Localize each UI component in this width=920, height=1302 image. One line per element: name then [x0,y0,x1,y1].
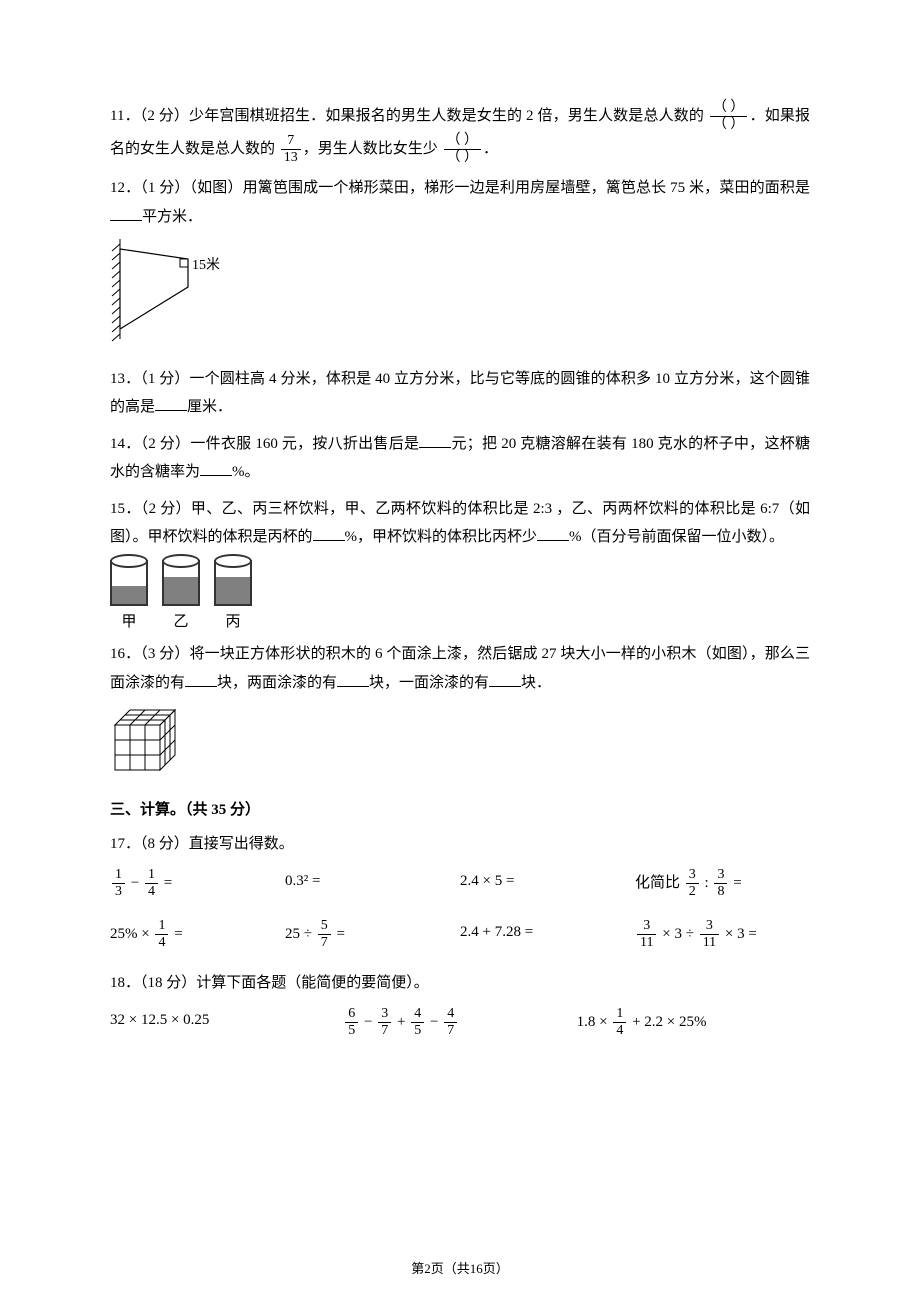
question-18: 18．（18 分）计算下面各题（能简便的要简便）。 [110,969,810,998]
q17-text: 直接写出得数。 [189,836,294,852]
q17-row-2: 25% × 14 = 25 ÷ 57 = 2.4 + 7.28 = 311 × … [110,918,810,951]
q16-text-c: 块，一面涂漆的有 [369,675,489,691]
q17-r2-c2: 25 ÷ 57 = [285,918,460,951]
q11-frac-7-13: 7 13 [281,133,301,166]
q11-text-a: 少年宫围棋班招生．如果报名的男生人数是女生的 2 倍，男生人数是总人数的 [189,108,704,124]
q13-label: 13．（1 分） [110,371,190,387]
cup-yi: 乙 [162,560,200,637]
q12-blank [110,206,142,221]
page-footer: 第2页（共16页） [0,1257,920,1282]
q16-text-b: 块，两面涂漆的有 [217,675,337,691]
question-13: 13．（1 分）一个圆柱高 4 分米，体积是 40 立方分米，比与它等底的圆锥的… [110,365,810,422]
q11-text-c: ，男生人数比女生少 [303,141,438,157]
q18-row: 32 × 12.5 × 0.25 65 − 37 + 45 − 47 1.8 ×… [110,1006,810,1039]
q17-label: 17．（8 分） [110,836,189,852]
q17-r2-c4: 311 × 3 ÷ 311 × 3 = [635,918,810,951]
q16-blank-1 [185,672,217,687]
question-11: 11．（2 分）少年宫围棋班招生．如果报名的男生人数是女生的 2 倍，男生人数是… [110,100,810,166]
q15-blank-2 [537,526,569,541]
q16-figure [110,705,810,786]
q17-r1-c3: 2.4 × 5 = [460,867,635,900]
q15-text-b: %，甲杯饮料的体积比丙杯少 [345,529,538,545]
q18-label: 18．（18 分） [110,975,196,991]
q16-text-d: 块． [521,675,551,691]
q17-r1-c2: 0.3² = [285,867,460,900]
q14-blank-1 [419,433,451,448]
q18-text: 计算下面各题（能简便的要简便）。 [196,975,429,991]
q11-label: 11．（2 分） [110,108,189,124]
q15-blank-1 [313,526,345,541]
q13-blank [155,396,187,411]
q18-c2: 65 − 37 + 45 − 47 [343,1006,576,1039]
q17-r1-c1: 13 − 14 = [110,867,285,900]
q17-r2-c3: 2.4 + 7.28 = [460,918,635,951]
q17-row-1: 13 − 14 = 0.3² = 2.4 × 5 = 化简比 32 : 38 = [110,867,810,900]
q11-text-d: ． [483,141,498,157]
q16-blank-2 [337,672,369,687]
q14-text-c: %。 [232,464,260,480]
section-3-heading: 三、计算。（共 35 分） [110,796,810,825]
q14-label: 14．（2 分） [110,436,190,452]
question-12: 12．（1 分）（如图）用篱笆围成一个梯形菜田，梯形一边是利用房屋墙壁，篱笆总长… [110,174,810,231]
cup-jia: 甲 [110,560,148,637]
q14-text-a: 一件衣服 160 元，按八折出售后是 [190,436,419,452]
q17-r2-c1: 25% × 14 = [110,918,285,951]
q12-text-b: 平方米． [142,209,202,225]
q11-blank-frac: （ ） （ ） [710,100,748,133]
q15-figure: 甲 乙 丙 [110,560,810,637]
question-15: 15．（2 分）甲、乙、丙三杯饮料，甲、乙两杯饮料的体积比是 2:3 ，乙、丙两… [110,495,810,552]
cup-bing: 丙 [214,560,252,637]
question-16: 16．（3 分）将一块正方体形状的积木的 6 个面涂上漆，然后锯成 27 块大小… [110,640,810,697]
question-17: 17．（8 分）直接写出得数。 [110,830,810,859]
question-14: 14．（2 分）一件衣服 160 元，按八折出售后是元；把 20 克糖溶解在装有… [110,430,810,487]
q15-label: 15．（2 分） [110,501,191,517]
q12-text-a: （如图）用篱笆围成一个梯形菜田，梯形一边是利用房屋墙壁，篱笆总长 75 米，菜田… [190,180,810,196]
q17-r1-c4: 化简比 32 : 38 = [635,867,810,900]
q18-c1: 32 × 12.5 × 0.25 [110,1006,343,1039]
q12-figure: 15米 [110,239,810,355]
q11-blank-frac-2: （ ） （ ） [444,133,482,166]
q14-blank-2 [200,461,232,476]
q16-label: 16．（3 分） [110,646,190,662]
svg-text:15米: 15米 [192,257,220,273]
q15-text-c: %（百分号前面保留一位小数）。 [569,529,784,545]
q18-c3: 1.8 × 14 + 2.2 × 25% [577,1006,810,1039]
q16-blank-3 [489,672,521,687]
q12-label: 12．（1 分） [110,180,190,196]
q13-text-b: 厘米． [187,399,232,415]
